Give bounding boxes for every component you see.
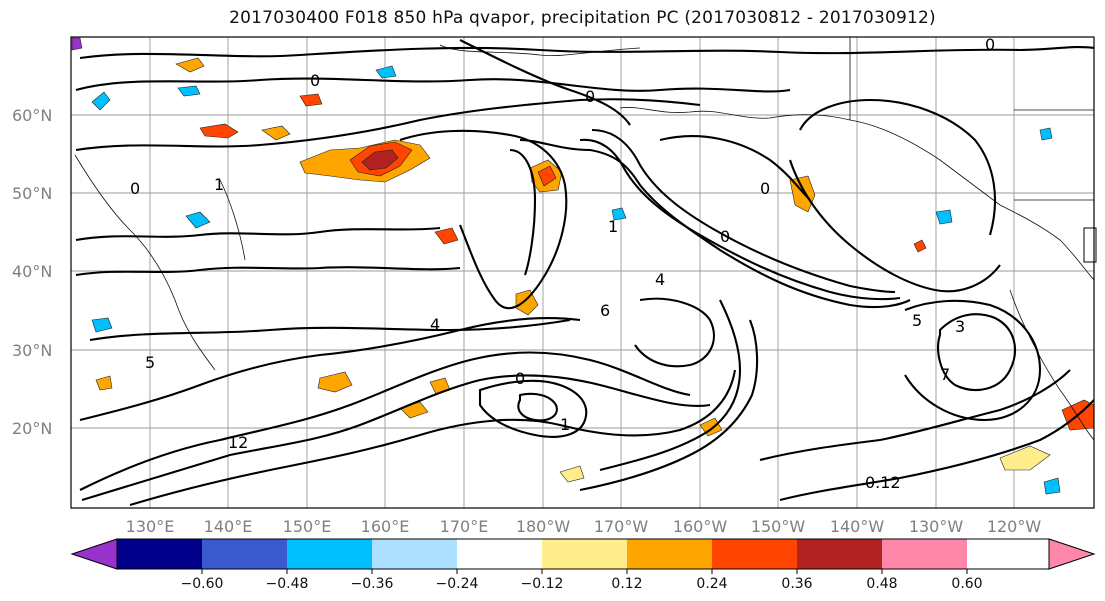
lat-label: 20°N bbox=[12, 419, 52, 438]
contour-label: 1 bbox=[214, 175, 224, 194]
colorbar-tick-label: −0.24 bbox=[436, 576, 479, 592]
lon-label: 160°E bbox=[361, 517, 410, 536]
colorbar-tick-label: −0.12 bbox=[521, 576, 564, 592]
colorbar-segment bbox=[542, 539, 627, 569]
lon-label: 150°E bbox=[283, 517, 332, 536]
colorbar-tick-label: 0.12 bbox=[611, 576, 642, 592]
contour-label: 1 bbox=[560, 415, 570, 434]
map-title: 2017030400 F018 850 hPa qvapor, precipit… bbox=[229, 8, 936, 28]
colorbar-extend-low bbox=[70, 538, 118, 570]
lon-label: 180°W bbox=[516, 517, 571, 536]
colorbar: −0.60 −0.48 −0.36 −0.24 −0.12 0.12 0.24 … bbox=[70, 538, 1096, 592]
colorbar-tick-label: 0.48 bbox=[866, 576, 897, 592]
contour-label: 0 bbox=[585, 87, 595, 106]
contour-label: 0 bbox=[720, 227, 730, 246]
contour-label: 0 bbox=[130, 179, 140, 198]
precip-negative-patches bbox=[71, 37, 1061, 495]
contour-label: 5 bbox=[145, 353, 155, 372]
contour-label: 0 bbox=[760, 179, 770, 198]
lat-label: 40°N bbox=[12, 262, 52, 281]
lon-labels: 130°E 140°E 150°E 160°E 170°E 180°W 170°… bbox=[126, 517, 1042, 536]
lon-label: 160°W bbox=[673, 517, 728, 536]
colorbar-segment bbox=[967, 539, 1049, 569]
lon-label: 130°W bbox=[909, 517, 964, 536]
lon-label: 130°E bbox=[126, 517, 175, 536]
colorbar-segment bbox=[797, 539, 882, 569]
colorbar-segment bbox=[627, 539, 712, 569]
contour-label: 3 bbox=[955, 317, 965, 336]
contour-label: 7 bbox=[940, 365, 950, 384]
colorbar-segment bbox=[117, 539, 202, 569]
contour-label: 0 bbox=[985, 35, 995, 54]
colorbar-ticks bbox=[201, 569, 968, 574]
colorbar-segment bbox=[882, 539, 967, 569]
lon-label: 120°W bbox=[987, 517, 1042, 536]
colorbar-tick-label: 0.24 bbox=[696, 576, 727, 592]
colorbar-segment bbox=[202, 539, 287, 569]
contour-label: 5 bbox=[912, 311, 922, 330]
lat-label: 50°N bbox=[12, 184, 52, 203]
colorbar-tick-label: 0.36 bbox=[781, 576, 812, 592]
colorbar-segment bbox=[372, 539, 457, 569]
colorbar-segment bbox=[457, 539, 542, 569]
colorbar-segment bbox=[712, 539, 797, 569]
lon-label: 170°E bbox=[440, 517, 489, 536]
contour-label: 12 bbox=[228, 433, 248, 452]
contour-label: 4 bbox=[430, 315, 440, 334]
lat-label: 30°N bbox=[12, 341, 52, 360]
colorbar-frame bbox=[116, 538, 1050, 570]
contour-label: 1 bbox=[608, 217, 618, 236]
precip-patches bbox=[95, 57, 1094, 483]
colorbar-tick-label: −0.48 bbox=[266, 576, 309, 592]
map-edge-marker bbox=[1083, 227, 1097, 263]
colorbar-tick-label: −0.60 bbox=[181, 576, 224, 592]
lon-label: 140°E bbox=[204, 517, 253, 536]
colorbar-tick-labels: −0.60 −0.48 −0.36 −0.24 −0.12 0.12 0.24 … bbox=[181, 576, 983, 592]
lat-labels: 60°N 50°N 40°N 30°N 20°N bbox=[12, 106, 52, 438]
lon-label: 140°W bbox=[830, 517, 885, 536]
colorbar-tick-label: 0.60 bbox=[951, 576, 982, 592]
lon-label: 150°W bbox=[751, 517, 806, 536]
contour-label: 6 bbox=[600, 301, 610, 320]
lat-label: 60°N bbox=[12, 106, 52, 125]
map-panel: 0 0 0 0 0 0 0 1 1 1 4 4 3 5 5 6 7 12 0.1… bbox=[70, 35, 1097, 509]
contour-label: 4 bbox=[655, 270, 665, 289]
qvapor-contours bbox=[75, 39, 1094, 507]
colorbar-segment bbox=[287, 539, 372, 569]
contour-label: 0.12 bbox=[865, 473, 901, 492]
contour-label: 0 bbox=[310, 71, 320, 90]
contour-label: 0 bbox=[515, 369, 525, 388]
colorbar-extend-high bbox=[1048, 538, 1096, 570]
colorbar-tick-label: −0.36 bbox=[351, 576, 394, 592]
contour-labels: 0 0 0 0 0 0 0 1 1 1 4 4 3 5 5 6 7 12 0.1… bbox=[130, 35, 995, 492]
lon-label: 170°W bbox=[594, 517, 649, 536]
graticule bbox=[71, 37, 1094, 508]
map-frame bbox=[70, 36, 1095, 509]
